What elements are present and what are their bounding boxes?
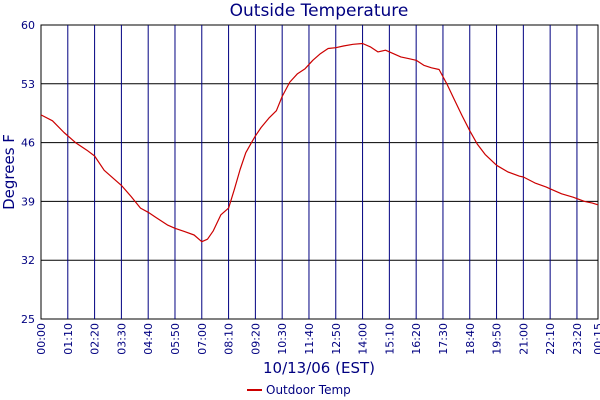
x-tick-label: 00:15 [592,323,600,355]
x-tick-labels: 00:00 01:10 02:20 03:30 04:40 05:50 07:00 08:10… [35,323,600,355]
y-tick-label: 53 [21,78,35,91]
x-tick-label: 03:30 [115,323,128,355]
x-tick-label: 17:30 [437,323,450,355]
x-tick-label: 22:10 [544,323,557,355]
x-tick-label: 14:00 [357,323,370,355]
legend-item-outdoor-temp: Outdoor Temp [266,383,351,397]
x-tick-label: 10:30 [276,323,289,355]
x-axis-label: 10/13/06 (EST) [263,359,375,377]
y-tick-label: 46 [21,137,35,150]
grid [41,25,598,319]
x-tick-label: 05:50 [169,323,182,355]
x-tick-label: 01:10 [62,323,75,355]
y-tick-label: 39 [21,195,35,208]
x-tick-label: 18:40 [464,323,477,355]
x-tick-label: 08:10 [223,323,236,355]
series-lines [40,42,599,243]
x-tick-label: 00:00 [35,323,48,355]
x-tick-label: 19:50 [491,323,504,355]
y-tick-label: 25 [21,313,35,326]
y-tick-label: 60 [21,19,35,32]
x-tick-label: 23:20 [571,323,584,355]
chart-title: Outside Temperature [230,1,409,21]
plot-area [40,24,599,320]
x-tick-label: 07:00 [196,323,209,355]
x-tick-label: 16:20 [410,323,423,355]
x-tick-label: 21:00 [517,323,530,355]
x-tick-label: 04:40 [142,323,155,355]
x-tick-label: 11:40 [303,323,316,355]
y-axis-label: Degrees F [0,134,18,210]
y-tick-label: 32 [21,254,35,267]
legend: Outdoor Temp [247,383,351,397]
x-tick-label: 02:20 [89,323,102,355]
series-line-outdoor-temp [40,42,599,243]
x-tick-label: 09:20 [249,323,262,355]
y-tick-labels: 25 32 39 46 53 60 [21,19,35,326]
x-tick-label: 15:10 [383,323,396,355]
x-tick-label: 12:50 [330,323,343,355]
